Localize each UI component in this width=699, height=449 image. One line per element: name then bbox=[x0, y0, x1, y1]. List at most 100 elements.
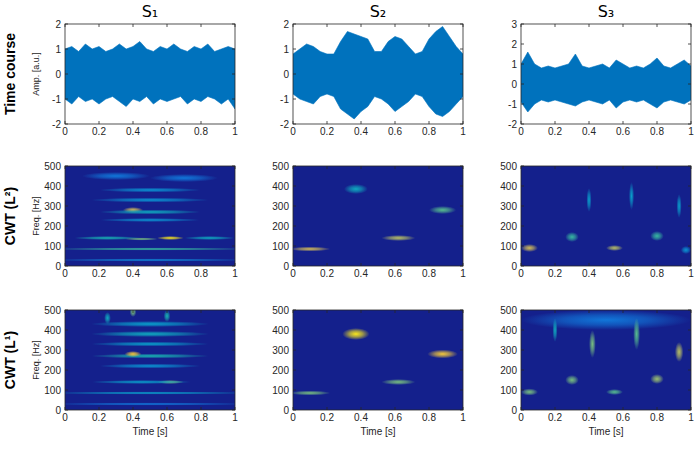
y-tick bbox=[232, 246, 235, 247]
y-tick-label: 200 bbox=[44, 365, 61, 376]
y-tick bbox=[460, 410, 463, 411]
x-tick-label: 1 bbox=[460, 126, 466, 137]
cwt-blob bbox=[130, 310, 137, 317]
y-tick-label: 200 bbox=[500, 365, 517, 376]
cwt-blob bbox=[99, 364, 201, 369]
cwt-blob bbox=[99, 188, 201, 193]
x-tick-label: 0.4 bbox=[126, 126, 140, 137]
y-tick bbox=[65, 49, 68, 50]
y-tick-label: 100 bbox=[44, 385, 61, 396]
panel: 00.20.40.60.810100200300400500Freq. [Hz]… bbox=[2, 161, 252, 280]
x-tick bbox=[133, 121, 134, 124]
x-tick bbox=[65, 407, 66, 410]
x-tick-label: 0 bbox=[518, 412, 524, 423]
y-tick bbox=[521, 124, 524, 125]
cwt-blob bbox=[65, 247, 235, 250]
y-tick bbox=[232, 49, 235, 50]
x-tick-label: 1 bbox=[688, 126, 694, 137]
plot-area bbox=[521, 166, 691, 266]
y-tick bbox=[460, 350, 463, 351]
x-tick bbox=[691, 263, 692, 266]
x-tick bbox=[623, 310, 624, 313]
cwt-blob bbox=[91, 380, 193, 384]
x-tick bbox=[463, 166, 464, 169]
x-tick bbox=[657, 310, 658, 313]
y-tick bbox=[688, 310, 691, 311]
y-tick bbox=[232, 186, 235, 187]
x-tick-label: 0 bbox=[290, 412, 296, 423]
x-tick bbox=[133, 310, 134, 313]
cwt-blob bbox=[125, 351, 142, 357]
cwt-blob bbox=[293, 247, 330, 252]
y-tick bbox=[65, 124, 68, 125]
y-tick bbox=[293, 350, 296, 351]
y-tick bbox=[65, 99, 68, 100]
cwt-blob bbox=[150, 174, 218, 182]
x-tick bbox=[395, 166, 396, 169]
y-tick-label: -2 bbox=[280, 119, 289, 130]
y-tick-label: 500 bbox=[44, 305, 61, 316]
y-tick-label: -2 bbox=[52, 119, 61, 130]
y-tick bbox=[65, 246, 68, 247]
x-tick-label: 0.2 bbox=[548, 268, 562, 279]
x-tick-label: 0.4 bbox=[126, 412, 140, 423]
x-tick bbox=[327, 166, 328, 169]
y-tick-label: 300 bbox=[500, 345, 517, 356]
x-tick-label: 0.2 bbox=[548, 412, 562, 423]
x-tick bbox=[133, 407, 134, 410]
y-tick-label: 200 bbox=[272, 365, 289, 376]
x-tick bbox=[657, 263, 658, 266]
plot-area bbox=[65, 310, 235, 410]
x-tick bbox=[201, 310, 202, 313]
x-tick-label: 0.4 bbox=[354, 412, 368, 423]
x-tick bbox=[589, 121, 590, 124]
y-tick bbox=[521, 390, 524, 391]
x-tick-label: 1 bbox=[460, 412, 466, 423]
panel: 00.20.40.60.810100200300400500Time [s] bbox=[500, 305, 694, 438]
y-tick bbox=[521, 410, 524, 411]
x-tick-label: 0.2 bbox=[92, 412, 106, 423]
y-tick bbox=[460, 99, 463, 100]
x-tick bbox=[99, 310, 100, 313]
panel: 00.20.40.60.810100200300400500Freq. [Hz]… bbox=[2, 305, 252, 438]
cwt-blob bbox=[99, 218, 201, 222]
y-tick bbox=[688, 186, 691, 187]
x-axis-title: Time [s] bbox=[588, 426, 623, 437]
y-tick bbox=[293, 24, 296, 25]
cwt-blob bbox=[521, 244, 538, 252]
x-tick-label: 0.6 bbox=[388, 126, 402, 137]
x-tick-label: 0.2 bbox=[320, 268, 334, 279]
column-title: S₂ bbox=[370, 2, 387, 21]
cwt-blob bbox=[429, 206, 456, 214]
y-tick bbox=[521, 226, 524, 227]
y-tick-label: 1 bbox=[511, 59, 517, 70]
cwt-blob bbox=[91, 342, 210, 347]
x-tick-label: 1 bbox=[460, 268, 466, 279]
y-tick bbox=[232, 370, 235, 371]
x-tick-label: 0.4 bbox=[582, 268, 596, 279]
y-tick bbox=[293, 186, 296, 187]
x-tick-label: 0.8 bbox=[650, 412, 664, 423]
panel: 00.20.40.60.81-2-10123S₃ bbox=[508, 2, 694, 137]
x-tick bbox=[361, 121, 362, 124]
x-tick-label: 0.8 bbox=[422, 126, 436, 137]
y-tick-label: 100 bbox=[500, 385, 517, 396]
x-tick bbox=[429, 24, 430, 27]
y-tick bbox=[65, 310, 68, 311]
cwt-blob bbox=[677, 194, 682, 218]
panel: 00.20.40.60.81-2-1012Amp. [a.u.]S₁Time c… bbox=[2, 2, 238, 137]
cwt-blob bbox=[381, 379, 415, 385]
cwt-blob bbox=[91, 331, 210, 337]
y-tick bbox=[521, 266, 524, 267]
x-tick-label: 0.4 bbox=[582, 126, 596, 137]
cwt-blob bbox=[104, 312, 111, 324]
y-tick-label: 400 bbox=[500, 181, 517, 192]
x-tick bbox=[463, 263, 464, 266]
y-tick-label: 400 bbox=[272, 181, 289, 192]
x-tick bbox=[201, 24, 202, 27]
signal-envelope bbox=[65, 42, 235, 110]
y-tick-label: -2 bbox=[508, 119, 517, 130]
x-tick bbox=[327, 310, 328, 313]
x-tick-label: 0.8 bbox=[422, 268, 436, 279]
x-tick-label: 0 bbox=[290, 126, 296, 137]
